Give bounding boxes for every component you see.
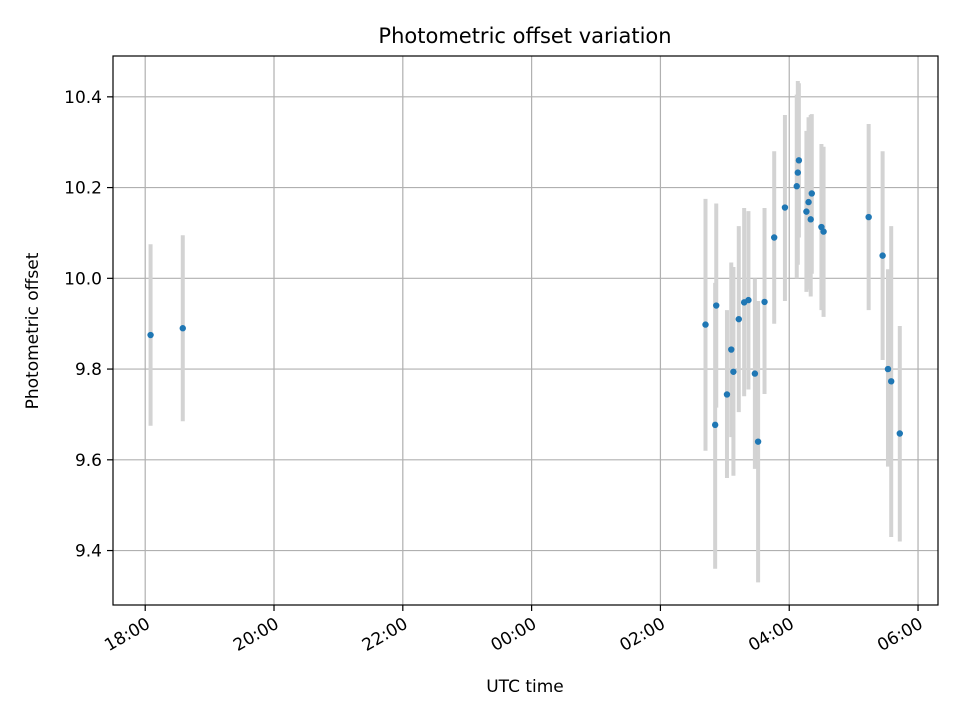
data-point bbox=[728, 346, 735, 353]
data-point bbox=[865, 213, 872, 221]
chart-title: Photometric offset variation bbox=[378, 24, 671, 48]
data-point bbox=[761, 298, 768, 306]
data-point bbox=[803, 208, 810, 215]
data-point bbox=[754, 438, 762, 445]
data-point bbox=[745, 296, 752, 304]
x-axis-label: UTC time bbox=[486, 677, 564, 697]
data-point bbox=[711, 421, 719, 429]
data-points bbox=[147, 157, 903, 445]
data-point bbox=[888, 378, 895, 385]
data-point bbox=[179, 325, 186, 332]
data-point bbox=[793, 183, 800, 190]
y-tick-label: 10.4 bbox=[64, 88, 102, 108]
data-point bbox=[807, 216, 814, 223]
data-point bbox=[751, 370, 759, 377]
data-point bbox=[805, 198, 812, 206]
data-point bbox=[730, 368, 737, 375]
data-point bbox=[781, 204, 789, 211]
data-point bbox=[723, 391, 731, 398]
data-point bbox=[820, 228, 827, 235]
data-point bbox=[896, 430, 903, 437]
data-point bbox=[713, 302, 720, 309]
y-tick-label: 10.0 bbox=[64, 269, 102, 289]
y-tick-label: 9.6 bbox=[75, 451, 102, 471]
y-tick-label: 9.4 bbox=[75, 542, 102, 562]
y-axis-label: Photometric offset bbox=[23, 252, 43, 409]
data-point bbox=[808, 190, 815, 197]
data-point bbox=[879, 252, 886, 259]
data-point bbox=[794, 169, 802, 176]
data-point bbox=[884, 365, 892, 373]
data-point bbox=[735, 315, 742, 323]
y-tick-label: 10.2 bbox=[64, 179, 102, 199]
data-point bbox=[702, 321, 709, 328]
data-point bbox=[795, 157, 803, 164]
y-axis-ticks: 9.4 9.6 9.8 10.0 10.2 10.4 bbox=[64, 88, 113, 562]
y-tick-label: 9.8 bbox=[75, 360, 102, 380]
data-point bbox=[771, 234, 778, 241]
plot-frame bbox=[112, 55, 939, 606]
data-point bbox=[147, 331, 154, 339]
